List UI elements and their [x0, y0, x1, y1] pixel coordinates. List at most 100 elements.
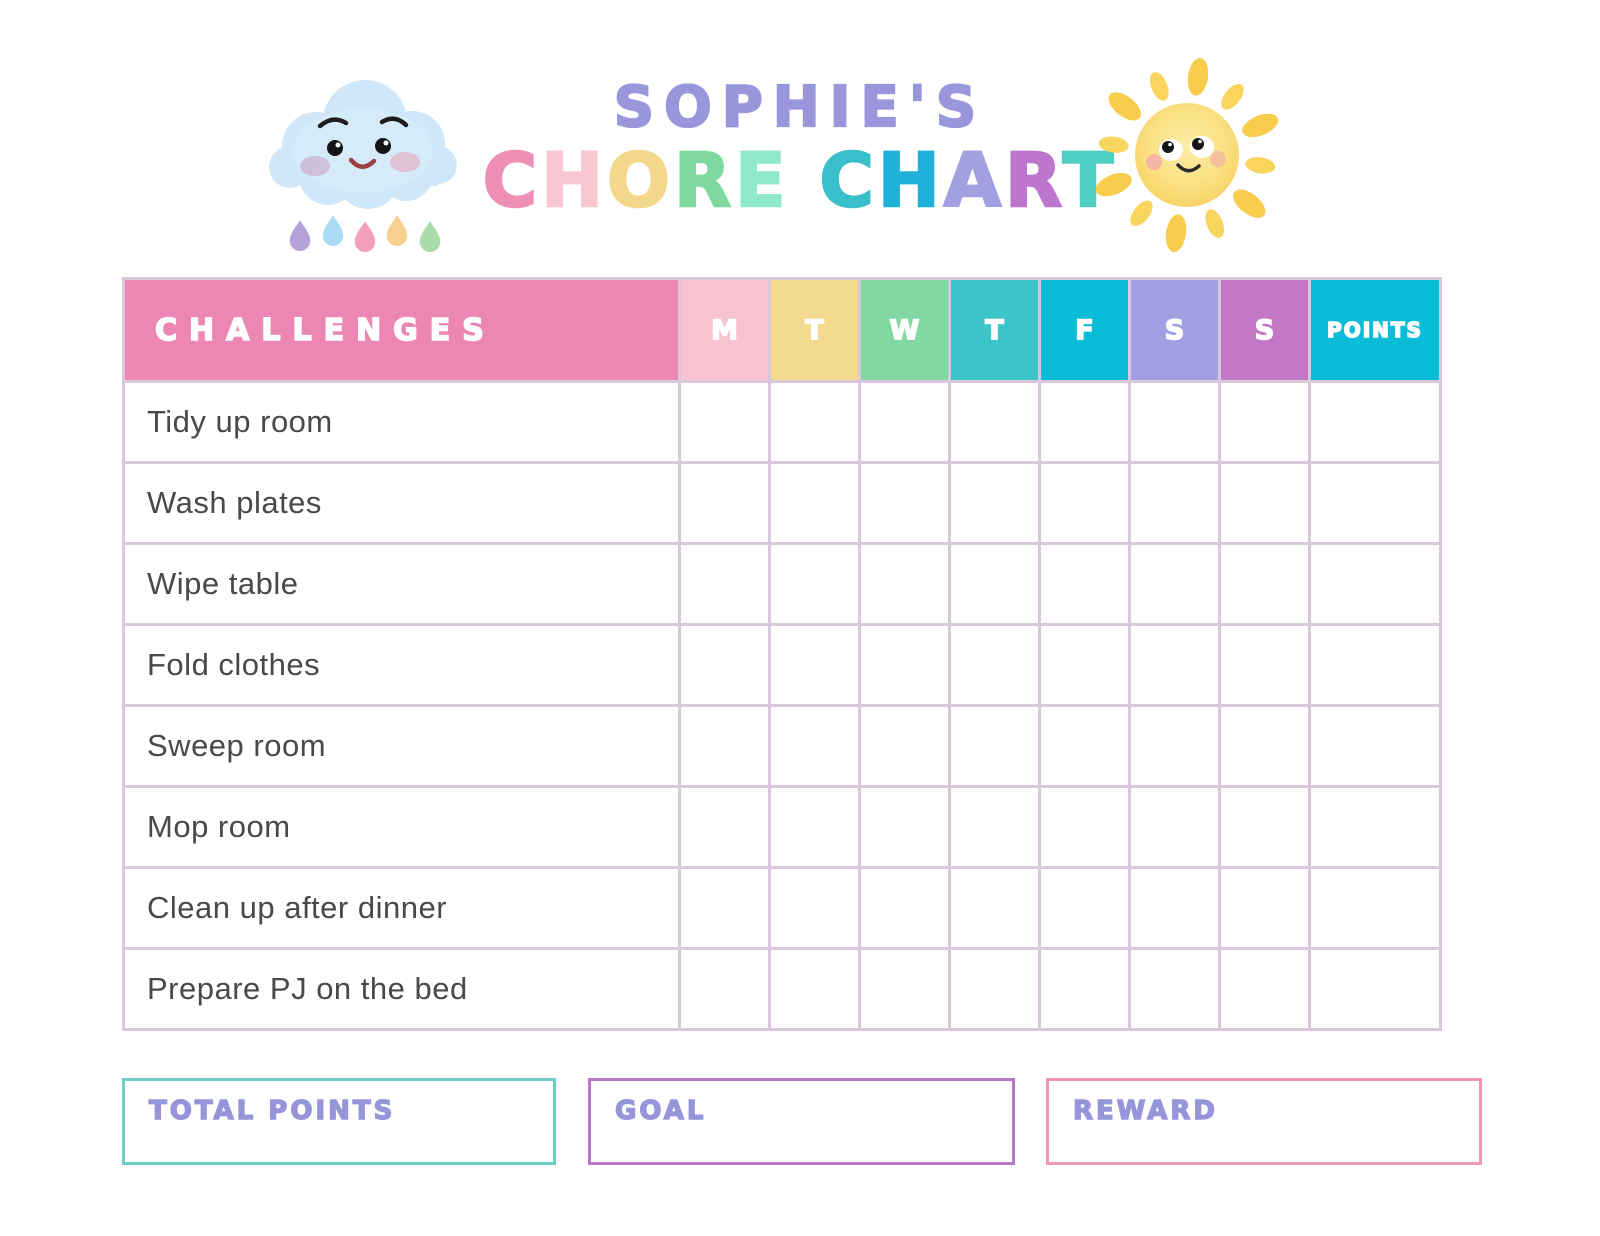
- day-cell[interactable]: [951, 869, 1038, 947]
- chore-row-label: Tidy up room: [125, 383, 678, 461]
- day-header-cell: S: [1221, 280, 1308, 380]
- day-cell[interactable]: [1131, 383, 1218, 461]
- day-cell[interactable]: [681, 383, 768, 461]
- day-cell[interactable]: [1131, 626, 1218, 704]
- day-cell[interactable]: [1131, 869, 1218, 947]
- chart-title-word: CHART: [818, 143, 1118, 220]
- day-header-label: S: [1164, 314, 1185, 347]
- day-cell[interactable]: [1221, 788, 1308, 866]
- day-cell[interactable]: [1221, 950, 1308, 1028]
- points-header-cell: POINTS: [1311, 280, 1439, 380]
- chore-row-label: Wipe table: [125, 545, 678, 623]
- day-cell[interactable]: [771, 788, 858, 866]
- day-cell[interactable]: [861, 383, 948, 461]
- day-cell[interactable]: [1131, 545, 1218, 623]
- day-cell[interactable]: [1221, 869, 1308, 947]
- day-cell[interactable]: [951, 707, 1038, 785]
- day-cell[interactable]: [861, 707, 948, 785]
- day-cell[interactable]: [1131, 950, 1218, 1028]
- points-cell[interactable]: [1311, 464, 1439, 542]
- day-header-label: T: [804, 314, 824, 347]
- day-cell[interactable]: [1041, 626, 1128, 704]
- total-points-label: TOTAL POINTS: [148, 1095, 396, 1126]
- points-cell[interactable]: [1311, 950, 1439, 1028]
- day-cell[interactable]: [681, 545, 768, 623]
- day-cell[interactable]: [861, 788, 948, 866]
- day-cell[interactable]: [681, 788, 768, 866]
- day-cell[interactable]: [681, 950, 768, 1028]
- day-cell[interactable]: [1041, 950, 1128, 1028]
- cloud-with-raindrops-graphic: [269, 80, 457, 252]
- day-header-label: W: [889, 314, 920, 347]
- points-cell[interactable]: [1311, 626, 1439, 704]
- day-cell[interactable]: [1221, 545, 1308, 623]
- day-cell[interactable]: [951, 545, 1038, 623]
- chore-row-label: Sweep room: [125, 707, 678, 785]
- day-cell[interactable]: [771, 950, 858, 1028]
- day-cell[interactable]: [951, 383, 1038, 461]
- chart-title-letter: H: [877, 138, 944, 224]
- day-cell[interactable]: [861, 464, 948, 542]
- day-cell[interactable]: [1221, 464, 1308, 542]
- day-cell[interactable]: [1131, 464, 1218, 542]
- points-cell[interactable]: [1311, 383, 1439, 461]
- chart-title-letter: E: [734, 138, 790, 224]
- day-cell[interactable]: [861, 545, 948, 623]
- day-cell[interactable]: [861, 950, 948, 1028]
- challenges-header-cell: CHALLENGES: [125, 280, 678, 380]
- day-cell[interactable]: [681, 869, 768, 947]
- day-cell[interactable]: [681, 626, 768, 704]
- chart-title-block: SOPHIE'S CHORE CHART: [468, 75, 1132, 220]
- smiling-sun-graphic: [1095, 57, 1279, 253]
- day-cell[interactable]: [951, 950, 1038, 1028]
- day-header-cell: T: [771, 280, 858, 380]
- day-cell[interactable]: [771, 383, 858, 461]
- day-cell[interactable]: [951, 626, 1038, 704]
- chart-title-letter: R: [1004, 138, 1063, 224]
- chart-title-letter: O: [606, 138, 674, 224]
- chore-row-label: Prepare PJ on the bed: [125, 950, 678, 1028]
- sun-icon: [1082, 50, 1292, 260]
- day-cell[interactable]: [1041, 707, 1128, 785]
- day-cell[interactable]: [681, 707, 768, 785]
- day-cell[interactable]: [861, 626, 948, 704]
- child-name: SOPHIE'S: [613, 75, 987, 140]
- day-cell[interactable]: [1041, 788, 1128, 866]
- day-cell[interactable]: [951, 464, 1038, 542]
- raindrops: [289, 215, 441, 252]
- day-cell[interactable]: [1041, 383, 1128, 461]
- day-cell[interactable]: [771, 464, 858, 542]
- day-cell[interactable]: [861, 869, 948, 947]
- day-header-label: S: [1254, 314, 1275, 347]
- day-cell[interactable]: [1131, 788, 1218, 866]
- day-cell[interactable]: [681, 464, 768, 542]
- day-cell[interactable]: [771, 545, 858, 623]
- day-cell[interactable]: [1221, 707, 1308, 785]
- day-cell[interactable]: [1131, 707, 1218, 785]
- day-cell[interactable]: [771, 626, 858, 704]
- reward-box[interactable]: REWARD: [1046, 1078, 1482, 1165]
- day-cell[interactable]: [1041, 869, 1128, 947]
- points-cell[interactable]: [1311, 788, 1439, 866]
- day-cell[interactable]: [1041, 464, 1128, 542]
- points-cell[interactable]: [1311, 707, 1439, 785]
- chore-row-label: Clean up after dinner: [125, 869, 678, 947]
- chore-row-label: Mop room: [125, 788, 678, 866]
- day-cell[interactable]: [1041, 545, 1128, 623]
- day-cell[interactable]: [771, 707, 858, 785]
- day-header-label: F: [1074, 314, 1094, 347]
- points-cell[interactable]: [1311, 869, 1439, 947]
- day-header-cell: T: [951, 280, 1038, 380]
- day-cell[interactable]: [1221, 626, 1308, 704]
- chore-row-label: Wash plates: [125, 464, 678, 542]
- day-cell[interactable]: [1221, 383, 1308, 461]
- day-header-cell: S: [1131, 280, 1218, 380]
- total-points-box[interactable]: TOTAL POINTS: [122, 1078, 556, 1165]
- points-cell[interactable]: [1311, 545, 1439, 623]
- goal-label: GOAL: [614, 1095, 707, 1126]
- day-cell[interactable]: [771, 869, 858, 947]
- day-cell[interactable]: [951, 788, 1038, 866]
- goal-box[interactable]: GOAL: [588, 1078, 1015, 1165]
- day-header-cell: M: [681, 280, 768, 380]
